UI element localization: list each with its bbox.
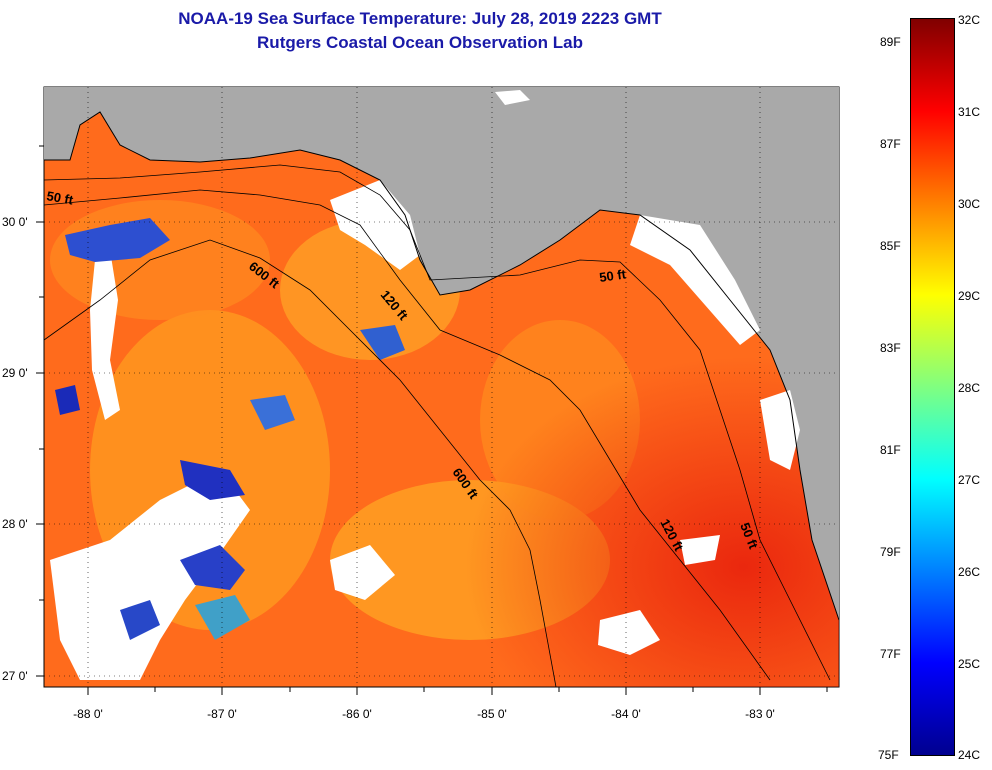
land-mass — [44, 87, 839, 620]
colorbar-f-85: 85F — [880, 239, 901, 253]
colorbar-c-28: 28C — [958, 381, 981, 395]
colorbar-c-31: 31C — [958, 105, 981, 119]
lat-label-30: 30 0' — [2, 215, 28, 229]
colorbar-f-75: 75F — [878, 748, 899, 762]
contour-label-50ft-bay: 50 ft — [598, 266, 627, 285]
colorbar-c-32: 32C — [958, 13, 981, 27]
lon-label-85: -85 0' — [477, 707, 507, 721]
coastline — [44, 111, 840, 621]
colorbar-c-30: 30C — [958, 197, 981, 211]
colorbar-c-25: 25C — [958, 657, 981, 671]
lon-label-87: -87 0' — [207, 707, 237, 721]
colorbar-f-81: 81F — [880, 443, 901, 457]
lon-label-83: -83 0' — [745, 707, 775, 721]
cool-water-patches — [55, 218, 405, 640]
colorbar-f-83: 83F — [880, 341, 901, 355]
cloud-cover — [50, 90, 800, 680]
map-title: NOAA-19 Sea Surface Temperature: July 28… — [178, 9, 662, 28]
colorbar-c-24: 24C — [958, 748, 981, 762]
lon-label-84: -84 0' — [611, 707, 641, 721]
isobath-120ft — [43, 189, 771, 681]
isobath-600ft — [43, 239, 557, 688]
colorbar-c-29: 29C — [958, 289, 981, 303]
temperature-colorbar — [910, 18, 955, 756]
colorbar-f-77: 77F — [880, 647, 901, 661]
sst-map: 50 ft 600 ft 120 ft 50 ft 600 ft 120 ft … — [2, 86, 840, 721]
axis-ticks — [36, 145, 828, 695]
lat-label-27: 27 0' — [2, 669, 28, 683]
colorbar-c-26: 26C — [958, 565, 981, 579]
contour-label-50ft-west: 50 ft — [45, 188, 75, 208]
map-subtitle: Rutgers Coastal Ocean Observation Lab — [257, 33, 583, 52]
lat-label-29: 29 0' — [2, 366, 28, 380]
lon-label-88: -88 0' — [73, 707, 103, 721]
lon-label-86: -86 0' — [342, 707, 372, 721]
colorbar-f-79: 79F — [880, 545, 901, 559]
graticule — [44, 87, 839, 687]
colorbar-c-27: 27C — [958, 473, 981, 487]
colorbar-f-87: 87F — [880, 137, 901, 151]
colorbar-f-89: 89F — [880, 35, 901, 49]
isobath-50ft — [43, 164, 831, 681]
lat-label-28: 28 0' — [2, 517, 28, 531]
